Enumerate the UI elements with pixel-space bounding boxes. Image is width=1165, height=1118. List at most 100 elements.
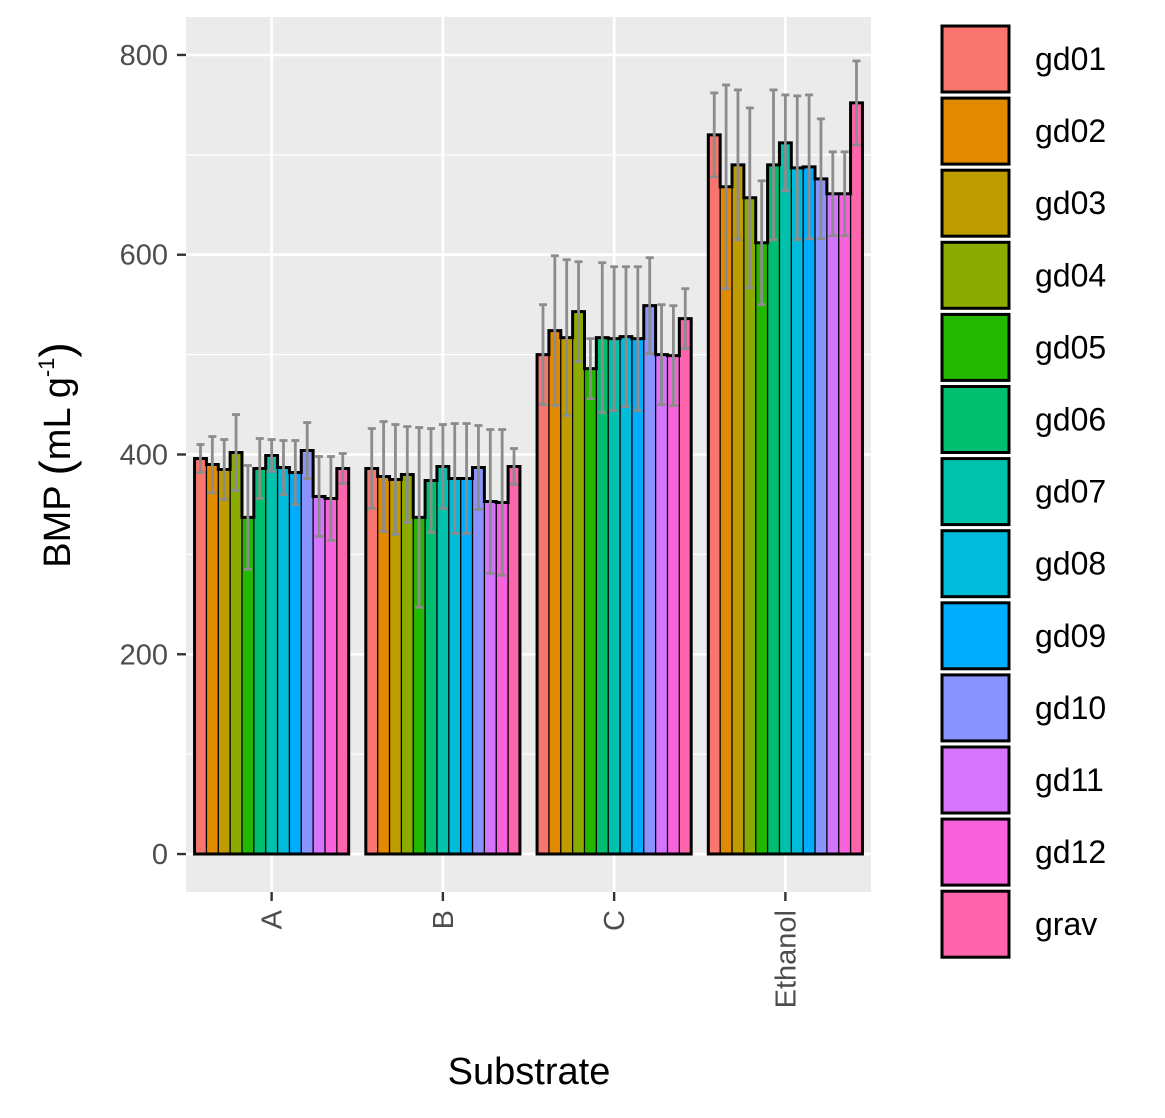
legend-item-gd05: gd05: [940, 312, 1106, 382]
error-bar-gd04-c: [574, 260, 583, 364]
bar-gd11-a: [313, 496, 325, 855]
bar-gd10-b: [472, 467, 485, 855]
legend-key-gd10: [940, 673, 1011, 743]
y-axis-title-prefix: BMP: [37, 476, 79, 568]
error-bar-gd10-ethanol: [816, 117, 825, 241]
legend-key-gd08: [940, 529, 1011, 599]
error-bar-gd04-ethanol: [745, 106, 754, 290]
error-bar-gd02-c: [550, 254, 559, 407]
legend-item-gd09: gd09: [940, 601, 1106, 671]
error-bar-gd09-b: [462, 422, 471, 535]
bar-grav-c: [679, 318, 692, 855]
bar-gd08-b: [448, 478, 461, 855]
x-axis: A B C Ethanol: [257, 892, 802, 1008]
error-bar-grav-ethanol: [852, 59, 861, 147]
bar-gd06-a: [253, 468, 266, 855]
error-bar-gd12-a: [326, 455, 335, 542]
error-bar-gd08-ethanol: [793, 94, 802, 242]
error-bar-gd08-a: [279, 439, 288, 496]
y-axis-title-open-paren: (: [30, 460, 82, 476]
bar-gd02-ethanol: [720, 186, 733, 855]
error-bar-gd12-c: [669, 304, 678, 407]
bar-gd11-c: [655, 354, 668, 855]
error-bar-gd01-ethanol: [710, 91, 719, 179]
error-bar-gd11-ethanol: [828, 150, 837, 238]
error-bar-gd05-b: [415, 426, 424, 609]
legend-item-gd08: gd08: [940, 529, 1106, 599]
error-bar-gd02-a: [208, 435, 217, 494]
bar-group-outline: [193, 449, 351, 856]
error-bar-gd02-ethanol: [722, 83, 731, 291]
error-bar-grav-a: [338, 452, 347, 485]
legend-item-grav: grav: [940, 889, 1097, 959]
bar-gd01-b: [365, 468, 378, 855]
error-bars: [196, 59, 861, 609]
legend-key-gd02: [940, 96, 1011, 166]
y-tick-label: 200: [120, 639, 168, 671]
legend-item-gd02: gd02: [940, 96, 1106, 166]
error-bar-gd09-c: [633, 265, 642, 412]
legend-item-gd06: gd06: [940, 385, 1106, 454]
error-bar-gd07-ethanol: [781, 93, 790, 193]
error-bar-gd03-ethanol: [733, 88, 742, 242]
legend-key-grav: [940, 889, 1011, 959]
error-bar-gd11-b: [486, 428, 495, 575]
bar-gd03-a: [218, 469, 231, 855]
error-bar-gd11-c: [657, 303, 666, 406]
bar-groups: [193, 101, 864, 856]
bar-gd10-ethanol: [815, 178, 827, 855]
bar-gd03-ethanol: [732, 164, 744, 855]
bar-gd08-c: [620, 336, 632, 855]
x-tick-label: B: [428, 910, 460, 929]
error-bar-gd04-a: [232, 413, 241, 492]
error-bar-gd06-b: [427, 427, 436, 534]
legend-key-gd01: [940, 24, 1011, 94]
error-bar-gd03-b: [391, 423, 400, 536]
error-bar-gd07-a: [267, 438, 276, 473]
x-tick-label: A: [257, 909, 289, 929]
legend-label-gd07: gd07: [1035, 474, 1106, 510]
y-tick-label: 0: [152, 839, 168, 871]
legend-label-gd10: gd10: [1035, 690, 1106, 726]
bar-gd02-b: [377, 476, 390, 855]
y-axis-title-unit: mL g: [37, 377, 79, 460]
bar-group-outline: [535, 304, 693, 856]
bar-gd07-a: [265, 455, 278, 855]
bar-gd09-b: [460, 478, 473, 855]
legend-label-gd04: gd04: [1035, 257, 1106, 293]
error-bar-gd07-b: [438, 423, 447, 510]
bar-group-a: [193, 449, 351, 856]
legend-label-gd01: gd01: [1035, 41, 1106, 77]
legend-label-gd12: gd12: [1035, 834, 1106, 870]
legend-label-gd03: gd03: [1035, 185, 1106, 221]
bar-gd06-b: [425, 480, 437, 855]
bar-gd10-a: [301, 450, 314, 855]
y-axis: 0 200 400 600 800: [120, 40, 186, 871]
error-bar-gd12-ethanol: [840, 150, 849, 238]
x-tick-label: Ethanol: [770, 910, 802, 1008]
error-bar-gd10-a: [303, 421, 312, 480]
legend: gd01 gd02 gd03 gd04 gd05 gd06 gd07 gd08 gd09 gd10…: [940, 24, 1106, 959]
bar-gd01-a: [194, 458, 207, 855]
error-bar-gd05-ethanol: [757, 179, 766, 307]
y-tick-label: 400: [120, 440, 168, 472]
bar-gd07-c: [608, 338, 621, 855]
legend-key-gd09: [940, 601, 1011, 671]
error-bar-gd12-b: [498, 428, 507, 577]
legend-key-gd11: [940, 745, 1011, 815]
bar-gd08-a: [277, 467, 290, 855]
bar-gd01-ethanol: [708, 134, 721, 855]
bar-gd04-a: [230, 452, 242, 855]
bar-gd02-a: [206, 464, 219, 855]
error-bar-gd04-b: [403, 425, 412, 524]
bar-gd09-a: [289, 472, 302, 855]
error-bar-gd08-b: [450, 422, 459, 535]
bar-gd12-a: [324, 498, 337, 855]
bar-gd06-c: [596, 337, 609, 855]
legend-key-gd05: [940, 312, 1011, 382]
legend-label-grav: grav: [1035, 906, 1097, 942]
bar-grav-ethanol: [850, 102, 863, 855]
legend-item-gd11: gd11: [940, 745, 1104, 815]
error-bar-gd07-c: [610, 265, 619, 412]
